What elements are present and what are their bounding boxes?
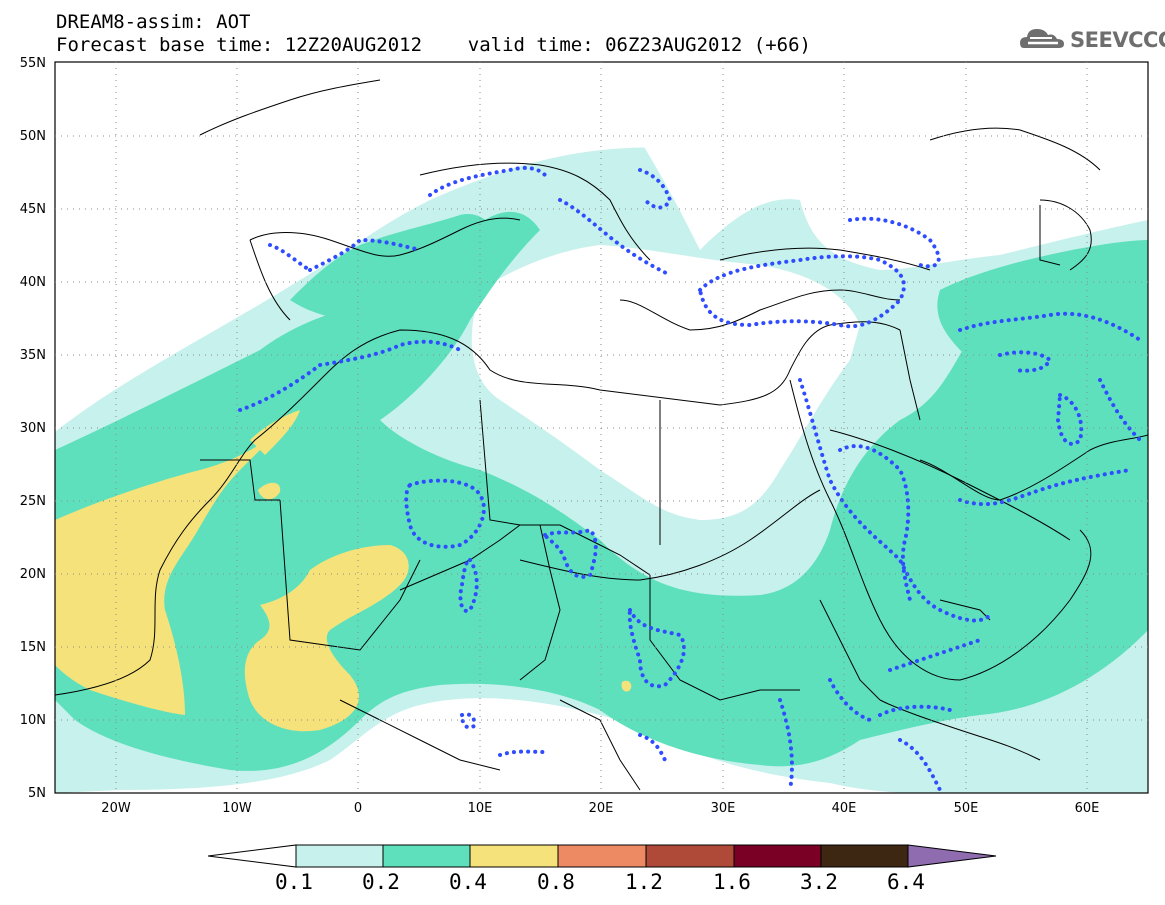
aot-region-high-chad bbox=[621, 680, 632, 692]
colorbar-label: 1.2 bbox=[625, 870, 663, 894]
colorbar-low-arrow bbox=[207, 844, 297, 868]
lat-label: 40N bbox=[20, 275, 46, 290]
aot-region-high-morocco bbox=[250, 410, 300, 455]
lon-label: 30E bbox=[711, 801, 736, 816]
seevccc-logo: SEEVCCC bbox=[1018, 22, 1165, 58]
lon-label: 60E bbox=[1075, 801, 1100, 816]
aot-region-clear-mediterranean bbox=[471, 245, 860, 520]
colorbar-swatch bbox=[295, 844, 384, 868]
longitude-labels: 20W 10W 0 10E 20E 30E 40E 50E 60E bbox=[101, 801, 1099, 816]
colorbar-swatch bbox=[645, 844, 735, 868]
colorbar-swatch bbox=[469, 844, 559, 868]
graticule bbox=[55, 62, 1148, 793]
lat-label: 35N bbox=[20, 348, 46, 363]
lat-label: 55N bbox=[20, 56, 46, 71]
colorbar-label: 1.6 bbox=[713, 870, 751, 894]
colorbar-label: 6.4 bbox=[887, 870, 925, 894]
colorbar-swatch bbox=[733, 844, 822, 868]
lat-label: 50N bbox=[20, 129, 46, 144]
map-title: DREAM8-assim: AOT bbox=[56, 11, 251, 33]
lon-label: 40E bbox=[832, 801, 857, 816]
coastlines bbox=[55, 79, 1148, 791]
lat-label: 25N bbox=[20, 494, 46, 509]
colorbar-swatch bbox=[557, 844, 647, 868]
lon-label: 20W bbox=[101, 801, 131, 816]
aot-region-high-sahel bbox=[244, 545, 409, 732]
colorbar-label: 0.4 bbox=[449, 870, 487, 894]
aot-region-clear-europe bbox=[55, 62, 580, 330]
lon-label: 20E bbox=[589, 801, 614, 816]
aot-region-high-mauritania bbox=[258, 482, 281, 500]
colorbar-label: 0.8 bbox=[537, 870, 575, 894]
lon-label: 10E bbox=[468, 801, 493, 816]
lat-label: 30N bbox=[20, 421, 46, 436]
aot-region-medium-caspian bbox=[937, 240, 1148, 380]
lat-label: 5N bbox=[28, 786, 46, 801]
colorbar-label: 3.2 bbox=[800, 870, 838, 894]
lat-label: 20N bbox=[20, 567, 46, 582]
cloud-icon bbox=[1020, 29, 1064, 48]
aot-region-clear-turkey bbox=[580, 62, 1148, 270]
logo-text: SEEVCCC bbox=[1070, 28, 1165, 52]
lat-label: 15N bbox=[20, 640, 46, 655]
lon-label: 0 bbox=[354, 801, 362, 816]
lat-label: 10N bbox=[20, 713, 46, 728]
aot-region-medium-iberia bbox=[290, 214, 496, 320]
colorbar bbox=[207, 844, 997, 868]
colorbar-swatch bbox=[382, 844, 471, 868]
colorbar-high-arrow bbox=[907, 844, 997, 868]
aot-region-high-west bbox=[55, 412, 299, 715]
lon-label: 50E bbox=[954, 801, 979, 816]
colorbar-swatch bbox=[820, 844, 909, 868]
colorbar-label: 0.1 bbox=[275, 870, 313, 894]
map-subtitle: Forecast base time: 12Z20AUG2012 valid t… bbox=[56, 34, 811, 56]
latitude-labels: 55N 50N 45N 40N 35N 30N 25N 20N 15N 10N … bbox=[20, 56, 46, 801]
lon-label: 10W bbox=[222, 801, 252, 816]
colorbar-label: 0.2 bbox=[362, 870, 400, 894]
lat-label: 45N bbox=[20, 202, 46, 217]
